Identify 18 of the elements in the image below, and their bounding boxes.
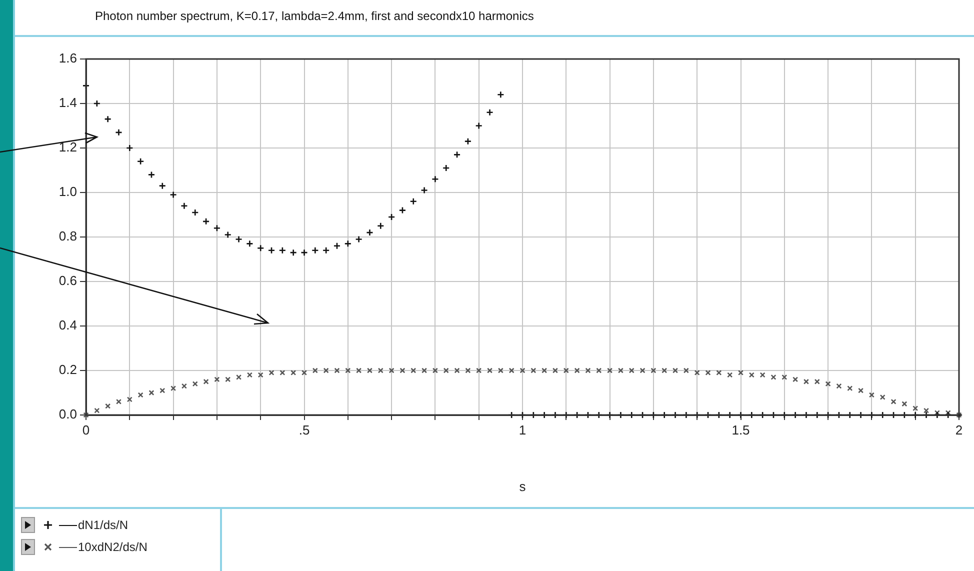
x-tick-label: 0: [82, 422, 90, 438]
y-tick-label: 0.0: [58, 406, 77, 422]
y-tick-label: 1.6: [58, 50, 77, 66]
x-tick-label: .5: [298, 422, 310, 438]
y-tick-label: 0.4: [58, 318, 77, 333]
legend-label: 10xdN2/ds/N: [78, 540, 148, 554]
y-tick-label: 1.2: [58, 140, 77, 155]
y-tick-label: 0.2: [58, 362, 77, 378]
y-tick-label: 0.8: [58, 228, 77, 244]
x-tick-label: 2: [955, 422, 963, 438]
x-tick-label: 1.5: [732, 422, 750, 438]
y-tick-label: 1.4: [58, 95, 77, 110]
chart-title: Photon number spectrum, K=0.17, lambda=2.4mm, first and secondx10 harmonics: [95, 9, 534, 23]
legend-label: dN1/ds/N: [78, 518, 128, 532]
y-tick-label: 1.0: [58, 184, 77, 200]
x-axis-title: s: [519, 478, 526, 494]
x-tick-label: 1: [518, 422, 526, 438]
y-tick-label: 0.6: [58, 273, 77, 288]
